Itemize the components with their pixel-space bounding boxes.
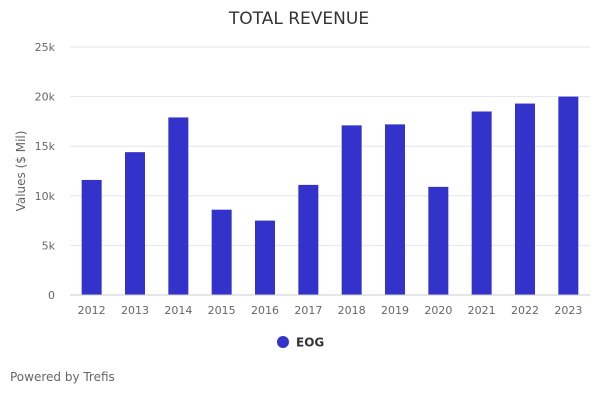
bar-2016[interactable] [255,220,275,295]
bar-2018[interactable] [341,125,362,295]
x-tick-label: 2020 [424,304,452,317]
x-tick-label: 2018 [338,304,366,317]
bar-2012[interactable] [81,179,102,295]
bar-2023[interactable] [558,96,579,295]
x-tick-label: 2022 [511,304,539,317]
x-tick-label: 2017 [294,304,322,317]
bar-2015[interactable] [211,209,232,295]
y-axis-ticks: 0 5k 10k 15k 20k 25k [35,41,56,302]
x-tick-label: 2014 [164,304,192,317]
y-tick-label: 10k [35,190,56,203]
y-tick-label: 20k [35,91,56,104]
chart-title: TOTAL REVENUE [228,9,369,29]
bar-2022[interactable] [515,103,535,295]
y-tick-label: 0 [48,289,55,302]
x-tick-label: 2015 [208,304,236,317]
bar-2019[interactable] [385,124,405,295]
y-tick-label: 25k [35,41,56,54]
x-tick-label: 2013 [121,304,149,317]
x-tick-label: 2016 [251,304,279,317]
legend-marker [277,336,289,348]
x-axis-ticks: 2012 2013 2014 2015 2016 2017 2018 2019 2020 2021… [78,304,583,317]
bar-2020[interactable] [428,186,449,295]
x-tick-label: 2012 [78,304,106,317]
bars [81,96,579,295]
x-tick-label: 2021 [468,304,496,317]
bar-2017[interactable] [298,184,319,295]
y-tick-label: 15k [35,140,56,153]
legend-item-eog[interactable]: EOG [277,336,324,350]
x-tick-label: 2019 [381,304,409,317]
bar-2021[interactable] [471,111,492,295]
y-axis-title: Values ($ Mil) [14,131,28,212]
x-tick-label: 2023 [554,304,582,317]
legend-label: EOG [296,336,324,350]
bar-2013[interactable] [125,152,145,295]
bar-2014[interactable] [168,117,189,295]
powered-by-credit[interactable]: Powered by Trefis [10,370,115,384]
y-tick-label: 5k [42,239,56,252]
gridlines [70,46,590,246]
